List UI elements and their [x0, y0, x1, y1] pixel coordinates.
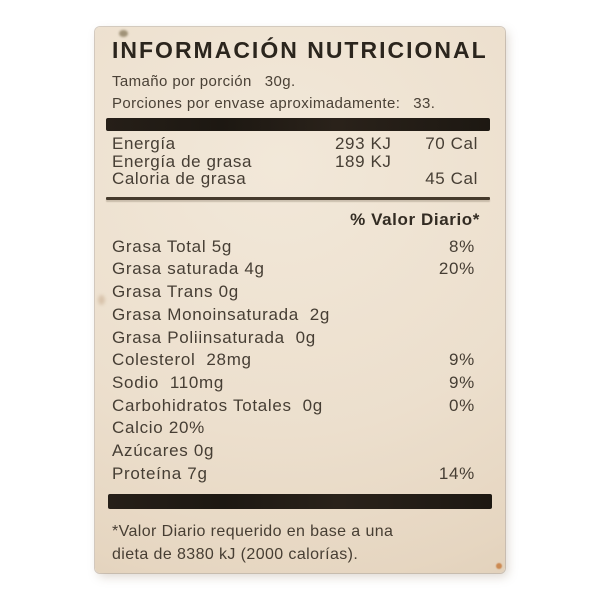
nutrient-daily-value: 9% — [449, 373, 475, 392]
servings-per-container-line: Porciones por envase aproximadamente: 33. — [112, 93, 505, 115]
nutrient-name: Colesterol 28mg — [112, 350, 252, 370]
nutrient-name: Grasa saturada 4g — [112, 259, 265, 279]
nutrient-daily-value: 14% — [438, 463, 475, 483]
energy-row-name: Energía — [112, 134, 176, 153]
stain-mark — [119, 30, 128, 37]
nutrient-daily-value: 9% — [449, 350, 475, 370]
footnote-line-1: *Valor Diario requerido en base a una — [112, 522, 394, 540]
nutrient-row: Proteína 7g 14% — [112, 463, 475, 486]
nutrient-name: Grasa Monoinsaturada 2g — [112, 304, 331, 324]
energy-row-kj: 189 KJ — [335, 151, 392, 171]
energy-row-cal: 70 Cal — [425, 134, 478, 153]
nutrient-row: Grasa Monoinsaturada 2g — [112, 304, 475, 327]
energy-row: Energía de grasa 189 KJ — [112, 151, 478, 171]
nutrient-daily-value — [405, 417, 475, 440]
nutrient-name: Grasa Poliinsaturada 0g — [112, 327, 316, 347]
footnote-line-2: dieta de 8380 kJ (2000 calorías). — [112, 545, 359, 563]
energy-row: Caloria de grasa 45 Cal — [112, 170, 478, 188]
nutrient-row: Grasa Total 5g 8% — [112, 236, 475, 259]
nutrient-row: Sodio 110mg 9% — [112, 372, 475, 395]
nutrient-row: Calcio 20% — [112, 417, 475, 440]
servings-per-container-label: Porciones por envase aproximadamente: — [112, 95, 401, 112]
nutrient-name: Grasa Trans 0g — [112, 282, 239, 302]
energy-row-name: Energía de grasa — [112, 151, 253, 171]
stain-mark — [496, 563, 502, 569]
nutrient-daily-value: 0% — [449, 395, 475, 415]
energy-row-kj: 293 KJ — [335, 134, 392, 153]
divider-bar-top — [106, 118, 490, 131]
stain-mark — [98, 295, 105, 305]
daily-value-header: % Valor Diario* — [350, 209, 480, 229]
nutrient-name: Proteína 7g — [112, 463, 208, 483]
nutrient-daily-value — [405, 327, 475, 350]
nutrient-name: Grasa Total 5g — [112, 236, 233, 256]
serving-size-label: Tamaño por porción — [112, 73, 252, 90]
energy-row-cal — [420, 153, 478, 171]
energy-table: Energía 293 KJ 70 Cal Energía de grasa 1… — [112, 135, 478, 188]
nutrient-name: Sodio 110mg — [112, 373, 225, 392]
energy-row: Energía 293 KJ 70 Cal — [112, 135, 478, 153]
nutrient-daily-value: 8% — [449, 236, 475, 256]
nutrient-daily-value: 20% — [438, 259, 475, 279]
nutrient-name: Calcio 20% — [112, 418, 205, 438]
serving-size-line: Tamaño por porción 30g. — [112, 71, 505, 93]
nutrient-table: Grasa Total 5g 8% Grasa saturada 4g 20% … — [112, 236, 475, 486]
nutrient-daily-value — [405, 304, 475, 327]
nutrient-row: Carbohidratos Totales 0g 0% — [112, 395, 475, 418]
footnote: *Valor Diario requerido en base a una di… — [112, 520, 485, 566]
energy-row-kj — [335, 170, 420, 188]
nutrient-row: Grasa Trans 0g — [112, 281, 475, 304]
nutrient-row: Azúcares 0g — [112, 440, 475, 463]
nutrient-daily-value — [405, 281, 475, 304]
nutrient-daily-value — [405, 440, 475, 463]
nutrient-name: Carbohidratos Totales 0g — [112, 395, 323, 415]
energy-row-name: Caloria de grasa — [112, 169, 247, 189]
nutrient-name: Azúcares 0g — [112, 441, 215, 461]
divider-bar-bottom — [108, 493, 492, 509]
servings-per-container-value: 33. — [413, 95, 436, 112]
nutrition-facts-label: INFORMACIÓN NUTRICIONAL Tamaño por porci… — [95, 27, 505, 573]
energy-row-cal: 45 Cal — [425, 169, 478, 189]
nutrient-row: Colesterol 28mg 9% — [112, 349, 475, 372]
serving-size-value: 30g. — [264, 73, 296, 90]
label-title: INFORMACIÓN NUTRICIONAL — [112, 37, 488, 63]
nutrient-row: Grasa saturada 4g 20% — [112, 258, 475, 281]
nutrient-row: Grasa Poliinsaturada 0g — [112, 327, 475, 350]
divider-rule — [106, 196, 490, 200]
